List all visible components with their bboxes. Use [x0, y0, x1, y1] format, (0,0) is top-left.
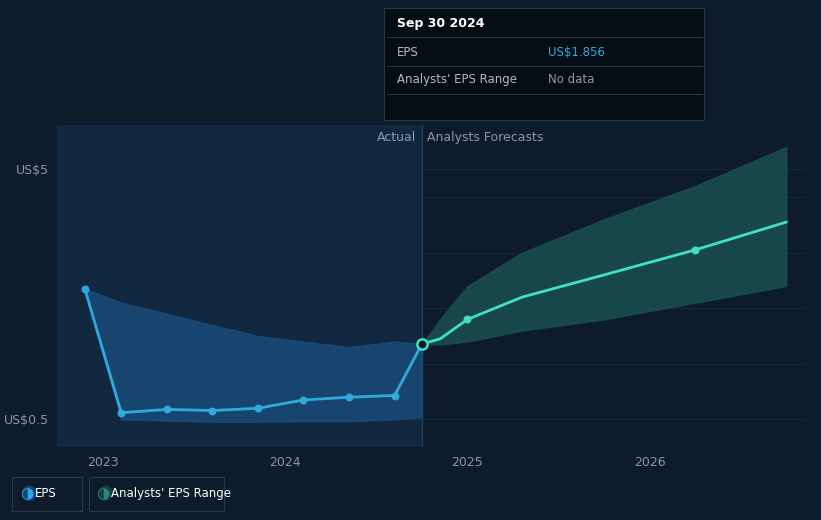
Text: Actual: Actual — [377, 131, 416, 144]
Text: ⬤: ⬤ — [96, 486, 113, 501]
Point — [388, 392, 401, 400]
Text: ◑: ◑ — [20, 486, 33, 501]
Point — [689, 246, 702, 254]
Text: EPS: EPS — [34, 487, 56, 500]
Text: Analysts' EPS Range: Analysts' EPS Range — [111, 487, 231, 500]
Text: Analysts Forecasts: Analysts Forecasts — [428, 131, 544, 144]
Point — [342, 393, 355, 401]
Point — [78, 284, 91, 293]
Bar — [57, 125, 422, 447]
Point — [160, 405, 173, 413]
Point — [115, 409, 128, 417]
Point — [206, 406, 219, 414]
Text: ◑: ◑ — [96, 486, 109, 501]
Point — [297, 396, 310, 404]
Text: ⬤: ⬤ — [20, 486, 37, 501]
Text: No data: No data — [548, 73, 594, 86]
Point — [251, 404, 264, 412]
Text: US$1.856: US$1.856 — [548, 45, 605, 58]
Text: EPS: EPS — [397, 45, 418, 58]
Text: Sep 30 2024: Sep 30 2024 — [397, 17, 484, 30]
Point — [415, 340, 429, 348]
Text: Analysts' EPS Range: Analysts' EPS Range — [397, 73, 516, 86]
Point — [461, 315, 474, 323]
